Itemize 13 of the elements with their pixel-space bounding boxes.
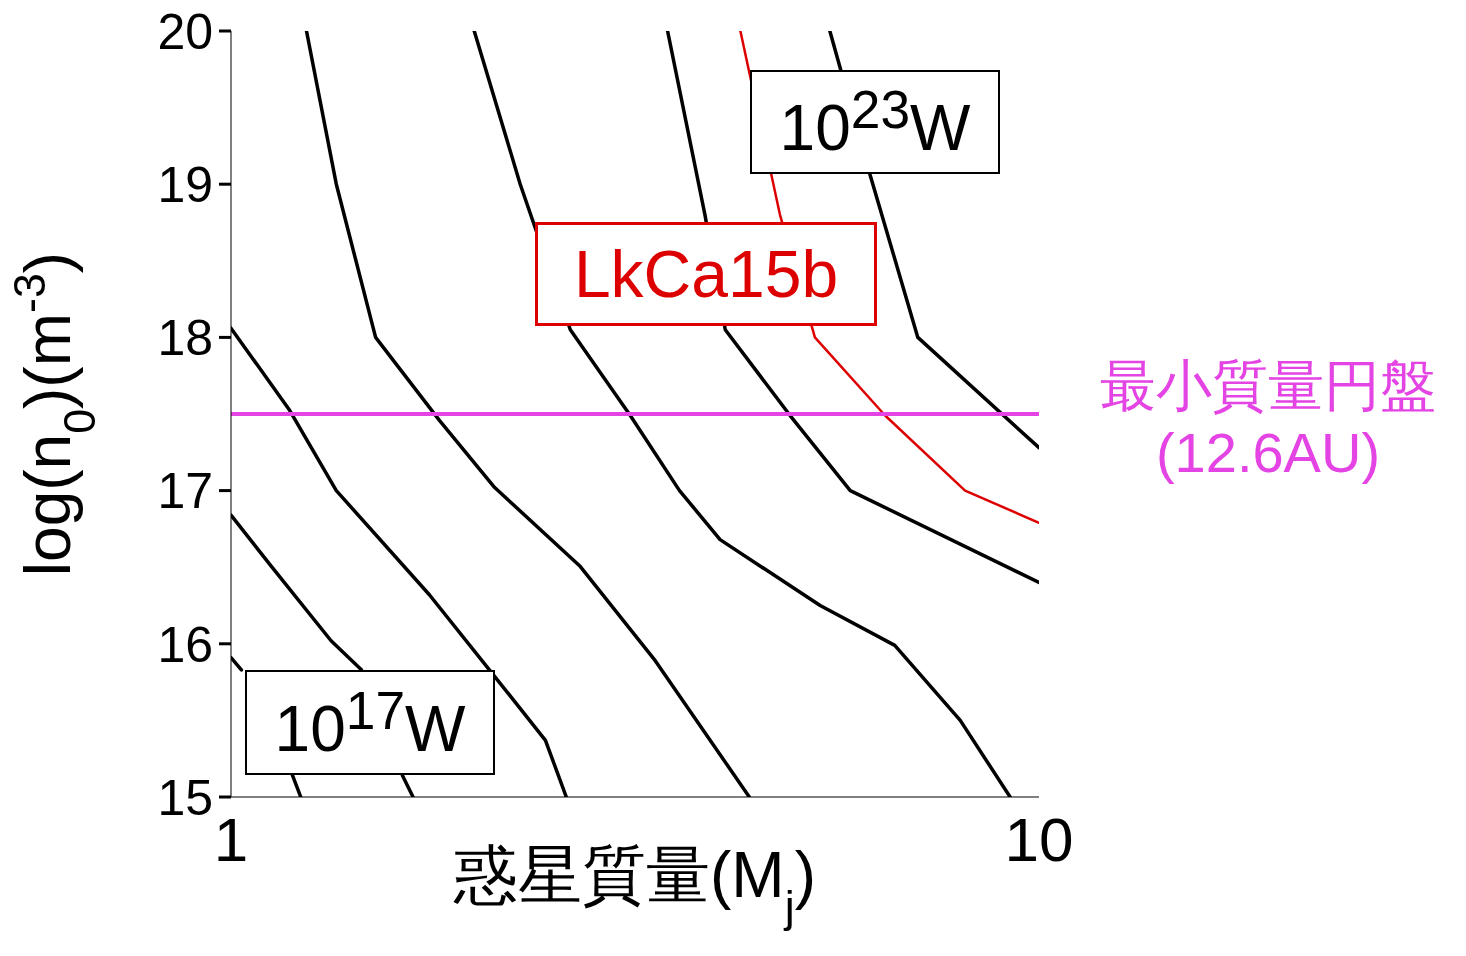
y-tick-label: 15 [157,769,213,826]
x-axis-title: 惑星質量(M$_{j}$) [453,839,816,931]
y-tick-label: 20 [157,3,213,60]
y-tick-label: 19 [157,156,213,213]
x-tick-label: 1 [213,805,249,875]
series-label: LkCa15b [535,222,877,326]
y-tick-label: 16 [157,616,213,673]
annotation: 10$^{23}$W [779,80,971,165]
ref-line-label: 最小質量円盤 (12.6AU) [1099,353,1437,487]
y-tick-label: 17 [157,463,213,520]
annotation: 10$^{17}$W [274,680,466,766]
y-tick-label: 18 [157,310,213,367]
x-tick-label: 10 [1004,805,1074,875]
